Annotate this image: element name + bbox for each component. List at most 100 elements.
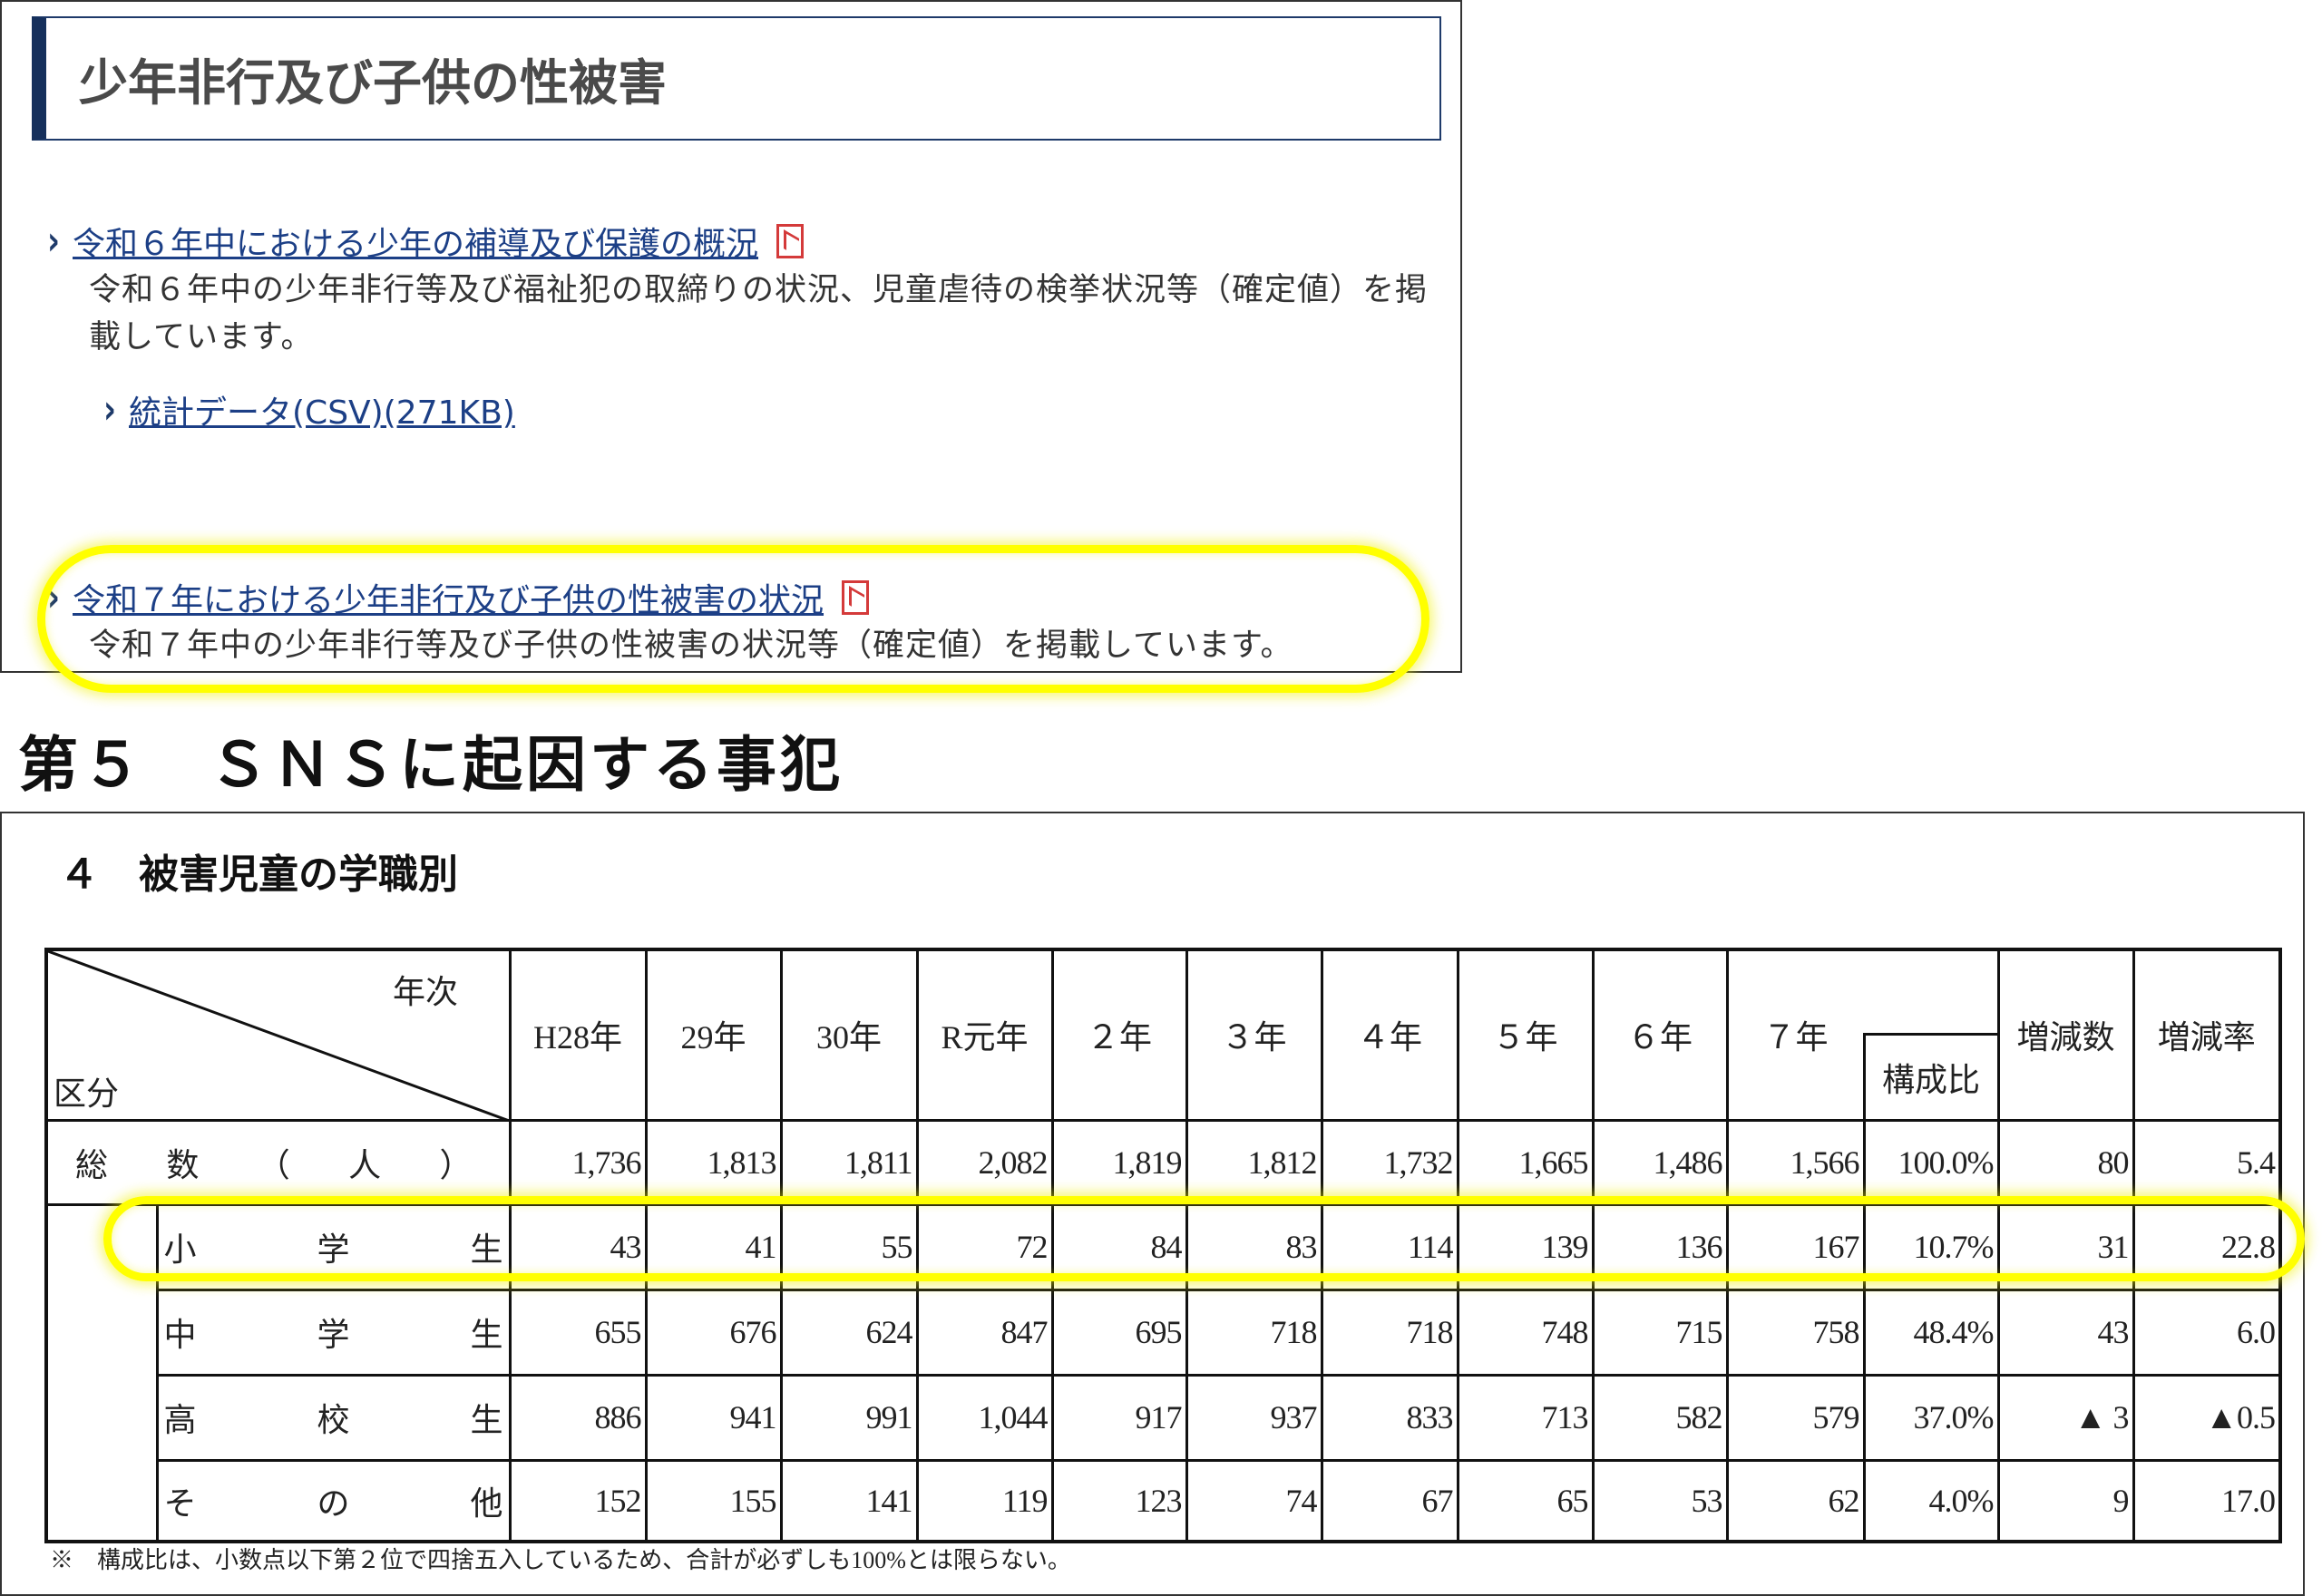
value-cell: 119: [915, 1458, 1054, 1543]
year-header: ５年: [1456, 948, 1595, 1122]
table-footnote: ※ 構成比は、小数点以下第２位で四捨五入しているため、合計が必ずしも100%とは…: [50, 1547, 1071, 1573]
value-cell: 582: [1591, 1373, 1729, 1462]
value-cell: 41: [644, 1202, 783, 1291]
change-count-cell: 80: [1996, 1118, 2135, 1206]
year-header: ２年: [1050, 948, 1188, 1122]
value-cell: 84: [1050, 1202, 1188, 1291]
indent-cell: [44, 1204, 159, 1542]
year-header: ３年: [1185, 948, 1323, 1122]
report-link-r7[interactable]: 令和７年における少年非行及び子供の性被害の状況: [73, 582, 824, 619]
value-cell: 833: [1320, 1373, 1459, 1462]
value-cell: 1,819: [1050, 1118, 1188, 1206]
chevron-right-icon: ›: [103, 386, 117, 433]
table-row: その他 152 155 141 119 123 74 67 65 53 62 4.0% 9 17.0: [46, 1458, 2282, 1543]
table-subtitle: ４ 被害児童の学職別: [59, 852, 458, 898]
row-label: その他: [155, 1458, 512, 1543]
value-cell: 886: [508, 1373, 648, 1462]
report-link-row-r6[interactable]: › 令和６年中における少年の補導及び保護の概況: [47, 218, 805, 265]
csv-data-link[interactable]: 統計データ(CSV)(271KB): [129, 394, 515, 432]
report-link-r6[interactable]: 令和６年中における少年の補導及び保護の概況: [73, 226, 759, 263]
value-cell: 72: [915, 1202, 1054, 1291]
value-cell: 167: [1725, 1202, 1866, 1291]
value-cell: 67: [1320, 1458, 1459, 1543]
header-spacer: [1864, 948, 2000, 1036]
value-cell: 155: [644, 1458, 783, 1543]
value-cell: 2,082: [915, 1118, 1054, 1206]
ratio-cell: 100.0%: [1862, 1118, 2000, 1206]
ratio-cell: 4.0%: [1862, 1458, 2000, 1543]
value-cell: 139: [1456, 1202, 1595, 1291]
row-label: 高校生: [155, 1373, 512, 1462]
ratio-cell: 10.7%: [1862, 1202, 2000, 1291]
value-cell: 624: [779, 1288, 919, 1377]
victim-table: 年次 区分 H28年 29年 30年 R元年 ２年 ３年 ４年 ５年 ６年 ７年…: [44, 948, 2282, 1543]
change-count-header: 増減数: [1996, 948, 2135, 1122]
section-heading: 第５ ＳＮＳに起因する事犯: [18, 730, 844, 800]
value-cell: 1,665: [1456, 1118, 1595, 1206]
value-cell: 718: [1185, 1288, 1323, 1377]
value-cell: 1,044: [915, 1373, 1054, 1462]
chevron-right-icon: ›: [47, 218, 61, 265]
value-cell: 1,812: [1185, 1118, 1323, 1206]
report-link-row-r7[interactable]: › 令和７年における少年非行及び子供の性被害の状況: [47, 574, 870, 621]
value-cell: 758: [1725, 1288, 1866, 1377]
value-cell: 65: [1456, 1458, 1595, 1543]
value-cell: 941: [644, 1373, 783, 1462]
row-label: 総数（人）: [44, 1118, 512, 1206]
change-count-cell: 9: [1996, 1458, 2135, 1543]
table-row: 小学生 43 41 55 72 84 83 114 139 136 167 10.7% 31 22.8: [44, 1202, 2282, 1542]
value-cell: 713: [1456, 1373, 1595, 1462]
page-title-box: 少年非行及び子供の性被害: [32, 16, 1441, 141]
year-header: 30年: [779, 948, 919, 1122]
change-count-cell: 31: [1996, 1202, 2135, 1291]
year-header: ４年: [1320, 948, 1459, 1122]
value-cell: 152: [508, 1458, 648, 1543]
change-rate-cell: ▲0.5: [2132, 1373, 2282, 1462]
value-cell: 74: [1185, 1458, 1323, 1543]
value-cell: 1,486: [1591, 1118, 1729, 1206]
change-count-cell: ▲ 3: [1996, 1373, 2135, 1462]
value-cell: 655: [508, 1288, 648, 1377]
ratio-header: 構成比: [1862, 1032, 2000, 1122]
value-cell: 991: [779, 1373, 919, 1462]
value-cell: 114: [1320, 1202, 1459, 1291]
value-cell: 53: [1591, 1458, 1729, 1543]
table-row: 中学生 655 676 624 847 695 718 718 748 715 758 48.4% 43…: [46, 1288, 2282, 1377]
value-cell: 847: [915, 1288, 1054, 1377]
csv-link-row[interactable]: › 統計データ(CSV)(271KB): [103, 386, 515, 433]
header-category-label: 区分: [54, 1075, 120, 1112]
row-label: 中学生: [155, 1288, 512, 1377]
value-cell: 917: [1050, 1373, 1188, 1462]
year-header: ７年: [1725, 948, 1864, 1122]
value-cell: 123: [1050, 1458, 1188, 1543]
year-header: H28年: [508, 948, 648, 1122]
value-cell: 1,732: [1320, 1118, 1459, 1206]
ratio-cell: 37.0%: [1862, 1373, 2000, 1462]
value-cell: 83: [1185, 1202, 1323, 1291]
page-title: 少年非行及び子供の性被害: [79, 54, 667, 112]
change-rate-header: 増減率: [2132, 948, 2282, 1122]
change-count-cell: 43: [1996, 1288, 2135, 1377]
table-row: 高校生 886 941 991 1,044 917 937 833 713 582 579 37.0%…: [46, 1373, 2282, 1462]
report-description-r7: 令和７年中の少年非行等及び子供の性被害の状況等（確定値）を掲載しています。: [89, 628, 1293, 664]
change-rate-cell: 6.0: [2132, 1288, 2282, 1377]
value-cell: 55: [779, 1202, 919, 1291]
value-cell: 1,811: [779, 1118, 919, 1206]
value-cell: 1,566: [1725, 1118, 1866, 1206]
value-cell: 695: [1050, 1288, 1188, 1377]
value-cell: 937: [1185, 1373, 1323, 1462]
value-cell: 136: [1591, 1202, 1729, 1291]
change-rate-cell: 5.4: [2132, 1118, 2282, 1206]
header-diagonal-cell: 年次 区分: [44, 948, 512, 1122]
value-cell: 718: [1320, 1288, 1459, 1377]
web-page-panel: 少年非行及び子供の性被害: [0, 0, 1462, 673]
value-cell: 1,736: [508, 1118, 648, 1206]
ratio-cell: 48.4%: [1862, 1288, 2000, 1377]
pdf-icon: [776, 224, 805, 258]
value-cell: 62: [1725, 1458, 1866, 1543]
value-cell: 43: [508, 1202, 648, 1291]
report-description-r6: 令和６年中の少年非行等及び福祉犯の取締りの状況、児童虐待の検挙状況等（確定値）を…: [89, 272, 1429, 355]
change-rate-cell: 17.0: [2132, 1458, 2282, 1543]
value-cell: 715: [1591, 1288, 1729, 1377]
value-cell: 141: [779, 1458, 919, 1543]
